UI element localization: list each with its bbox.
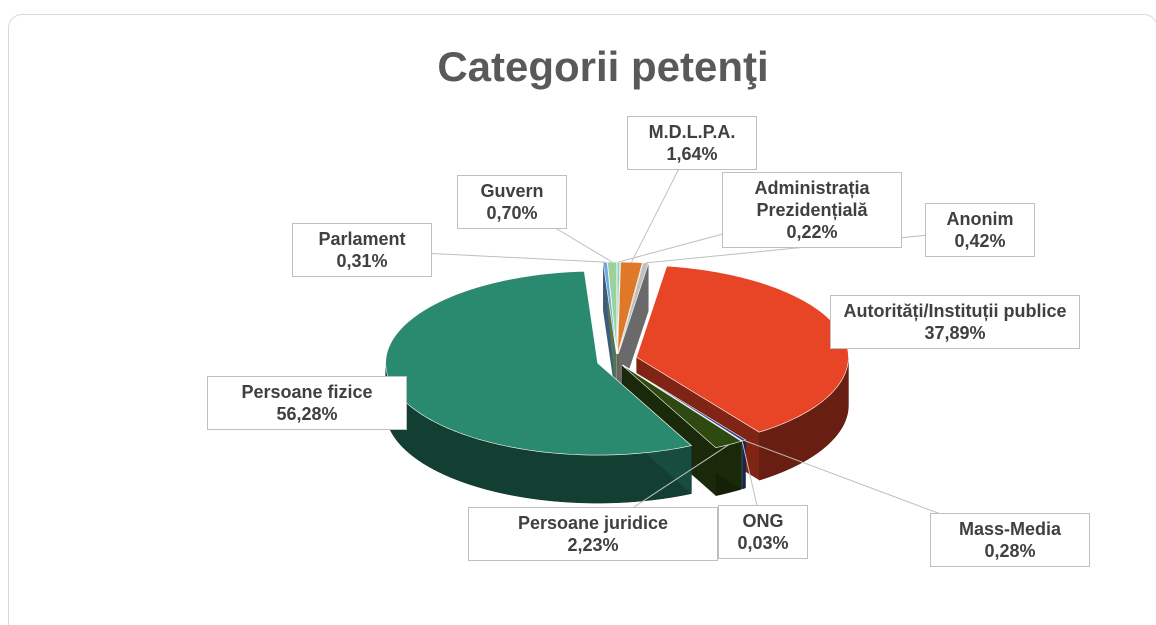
data-label-text: 0,28% [984, 541, 1036, 561]
data-label: Autorități/Instituții publice 37,89% [830, 295, 1080, 349]
data-label-text: Administrația Prezidențială [754, 178, 870, 220]
data-label: Parlament 0,31% [292, 223, 432, 277]
data-label-text: 0,31% [336, 251, 388, 271]
data-label-text: Autorități/Instituții publice [843, 301, 1067, 321]
slice [617, 261, 643, 355]
data-label-text: 0,42% [954, 231, 1006, 251]
slice [602, 261, 617, 355]
data-label-text: M.D.L.P.A. [648, 122, 736, 142]
data-label-text: Persoane juridice [517, 513, 669, 533]
data-label-text: Anonim [946, 209, 1014, 229]
data-label: Persoane juridice 2,23% [468, 507, 718, 561]
data-label-text: 0,70% [486, 203, 538, 223]
data-label-text: 56,28% [276, 404, 338, 424]
data-label-text: 0,03% [737, 533, 789, 553]
data-label-text: 1,64% [666, 144, 718, 164]
data-label-text: Mass-Media [958, 519, 1062, 539]
data-label: Persoane fizice 56,28% [207, 376, 407, 430]
data-label: Guvern 0,70% [457, 175, 567, 229]
data-label: Mass-Media 0,28% [930, 513, 1090, 567]
data-label-text: 0,22% [786, 222, 838, 242]
slice [621, 364, 743, 449]
chart-card [8, 14, 1156, 625]
chart-title: Categorii petenţi [437, 43, 768, 90]
data-label-text: ONG [742, 511, 784, 531]
data-label: Anonim 0,42% [925, 203, 1035, 257]
data-label-text: Guvern [480, 181, 544, 201]
data-label-text: 2,23% [567, 535, 619, 555]
data-label: Administrația Prezidențială 0,22% [722, 172, 902, 248]
data-label-text: Persoane fizice [241, 382, 373, 402]
data-label-text: 37,89% [924, 323, 986, 343]
slice [618, 262, 649, 355]
data-label: M.D.L.P.A. 1,64% [627, 116, 757, 170]
data-label-text: Parlament [318, 229, 406, 249]
data-label: ONG 0,03% [718, 505, 808, 559]
